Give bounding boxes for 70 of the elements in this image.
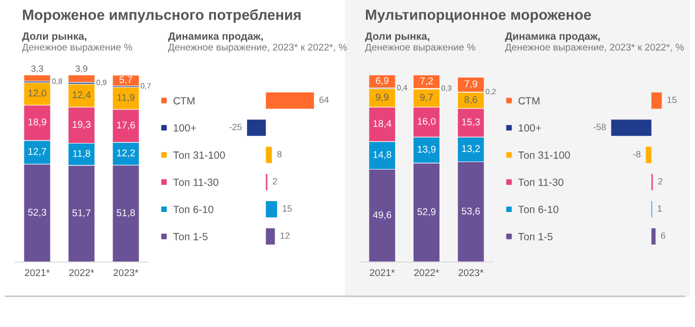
chart-title: Мороженое импульсного потребления bbox=[22, 9, 301, 23]
data-label: 11,8 bbox=[73, 150, 90, 158]
y-tick-label: 100+ bbox=[174, 124, 196, 132]
data-label: 7,9 bbox=[464, 80, 478, 88]
data-label: 51,7 bbox=[72, 209, 90, 218]
data-label: 8 bbox=[277, 150, 282, 158]
chart-subtitle: Доли рынка, bbox=[22, 32, 86, 42]
data-label: 12,7 bbox=[28, 148, 46, 156]
text: Денежное выражение, 2023* к 2022*, % bbox=[505, 44, 684, 53]
y-tick-label: Топ 6-10 bbox=[518, 206, 558, 214]
data-label: 14,8 bbox=[373, 151, 392, 160]
data-label: 19,3 bbox=[72, 120, 91, 129]
data-label: 2 bbox=[272, 178, 277, 184]
data-label: 64 bbox=[319, 96, 329, 104]
text: Денежное выражение % bbox=[365, 44, 476, 53]
data-label: 6,9 bbox=[376, 77, 388, 86]
data-label: 53,6 bbox=[462, 208, 480, 216]
data-label: 12,0 bbox=[28, 90, 46, 98]
y-tick-label: СТМ bbox=[518, 97, 540, 104]
x-tick-label: 2022* bbox=[69, 269, 94, 276]
data-label: 49,6 bbox=[372, 211, 392, 220]
y-tick-label: СТМ bbox=[174, 97, 194, 104]
y-tick-label: Топ 11-30 bbox=[173, 178, 218, 186]
data-label: 13,9 bbox=[418, 146, 436, 154]
y-tick-label: Топ 6-10 bbox=[173, 206, 214, 214]
data-label: 1 bbox=[658, 205, 662, 212]
y-tick-label: Топ 1-5 bbox=[518, 233, 552, 240]
data-label: 9,9 bbox=[376, 94, 388, 102]
text: Денежное выражение % bbox=[22, 44, 132, 53]
data-label: 8,6 bbox=[464, 96, 478, 104]
data-label: 6 bbox=[661, 232, 666, 239]
data-label: 52,3 bbox=[28, 208, 46, 217]
data-label: 15 bbox=[668, 96, 676, 104]
data-label: 3,9 bbox=[76, 65, 88, 73]
chart-title: Динамика продаж, bbox=[168, 32, 263, 42]
data-label: 13,2 bbox=[462, 145, 480, 154]
chart-title: Динамика продаж, bbox=[505, 32, 600, 42]
x-tick-label: 2023* bbox=[458, 269, 484, 276]
data-label: 2 bbox=[658, 178, 662, 184]
data-label: 17,6 bbox=[117, 122, 135, 130]
y-tick-label: Топ 11-30 bbox=[518, 178, 564, 186]
data-label: 12,4 bbox=[72, 91, 91, 100]
data-label: -25 bbox=[229, 124, 242, 130]
x-tick-label: 2023* bbox=[114, 269, 138, 276]
y-tick-label: 100+ bbox=[518, 124, 541, 132]
data-label: 9,7 bbox=[420, 94, 433, 102]
y-tick-label: Топ 31-100 bbox=[518, 151, 570, 159]
x-tick-label: 2021* bbox=[24, 269, 50, 276]
x-tick-label: 2022* bbox=[414, 269, 440, 276]
data-label: 52,9 bbox=[417, 208, 436, 216]
data-label: 7,2 bbox=[420, 77, 433, 86]
data-label: 11,9 bbox=[117, 94, 134, 102]
data-label: -58 bbox=[594, 124, 606, 130]
chart-subtitle: Доли рынка, bbox=[365, 32, 430, 42]
data-label: 12,2 bbox=[117, 149, 135, 158]
y-tick-label: Топ 1-5 bbox=[173, 233, 208, 240]
data-label: 51,8 bbox=[116, 209, 135, 218]
data-label: 12 bbox=[280, 232, 290, 239]
y-tick-label: Топ 31-100 bbox=[173, 151, 225, 159]
data-label: 18,4 bbox=[373, 120, 392, 128]
data-label: -8 bbox=[633, 150, 640, 158]
data-label: 5,7 bbox=[119, 76, 132, 84]
data-label: 18,9 bbox=[28, 118, 46, 127]
chart-title: Мультипорционное мороженое bbox=[366, 10, 591, 23]
x-tick-label: 2021* bbox=[370, 269, 395, 276]
data-label: 16,0 bbox=[418, 118, 436, 126]
text: Денежное выражение, 2023* к 2022*, % bbox=[168, 44, 347, 53]
data-label: 15,3 bbox=[462, 118, 480, 127]
data-label: 3,3 bbox=[31, 65, 44, 73]
data-label: 15 bbox=[282, 205, 292, 212]
